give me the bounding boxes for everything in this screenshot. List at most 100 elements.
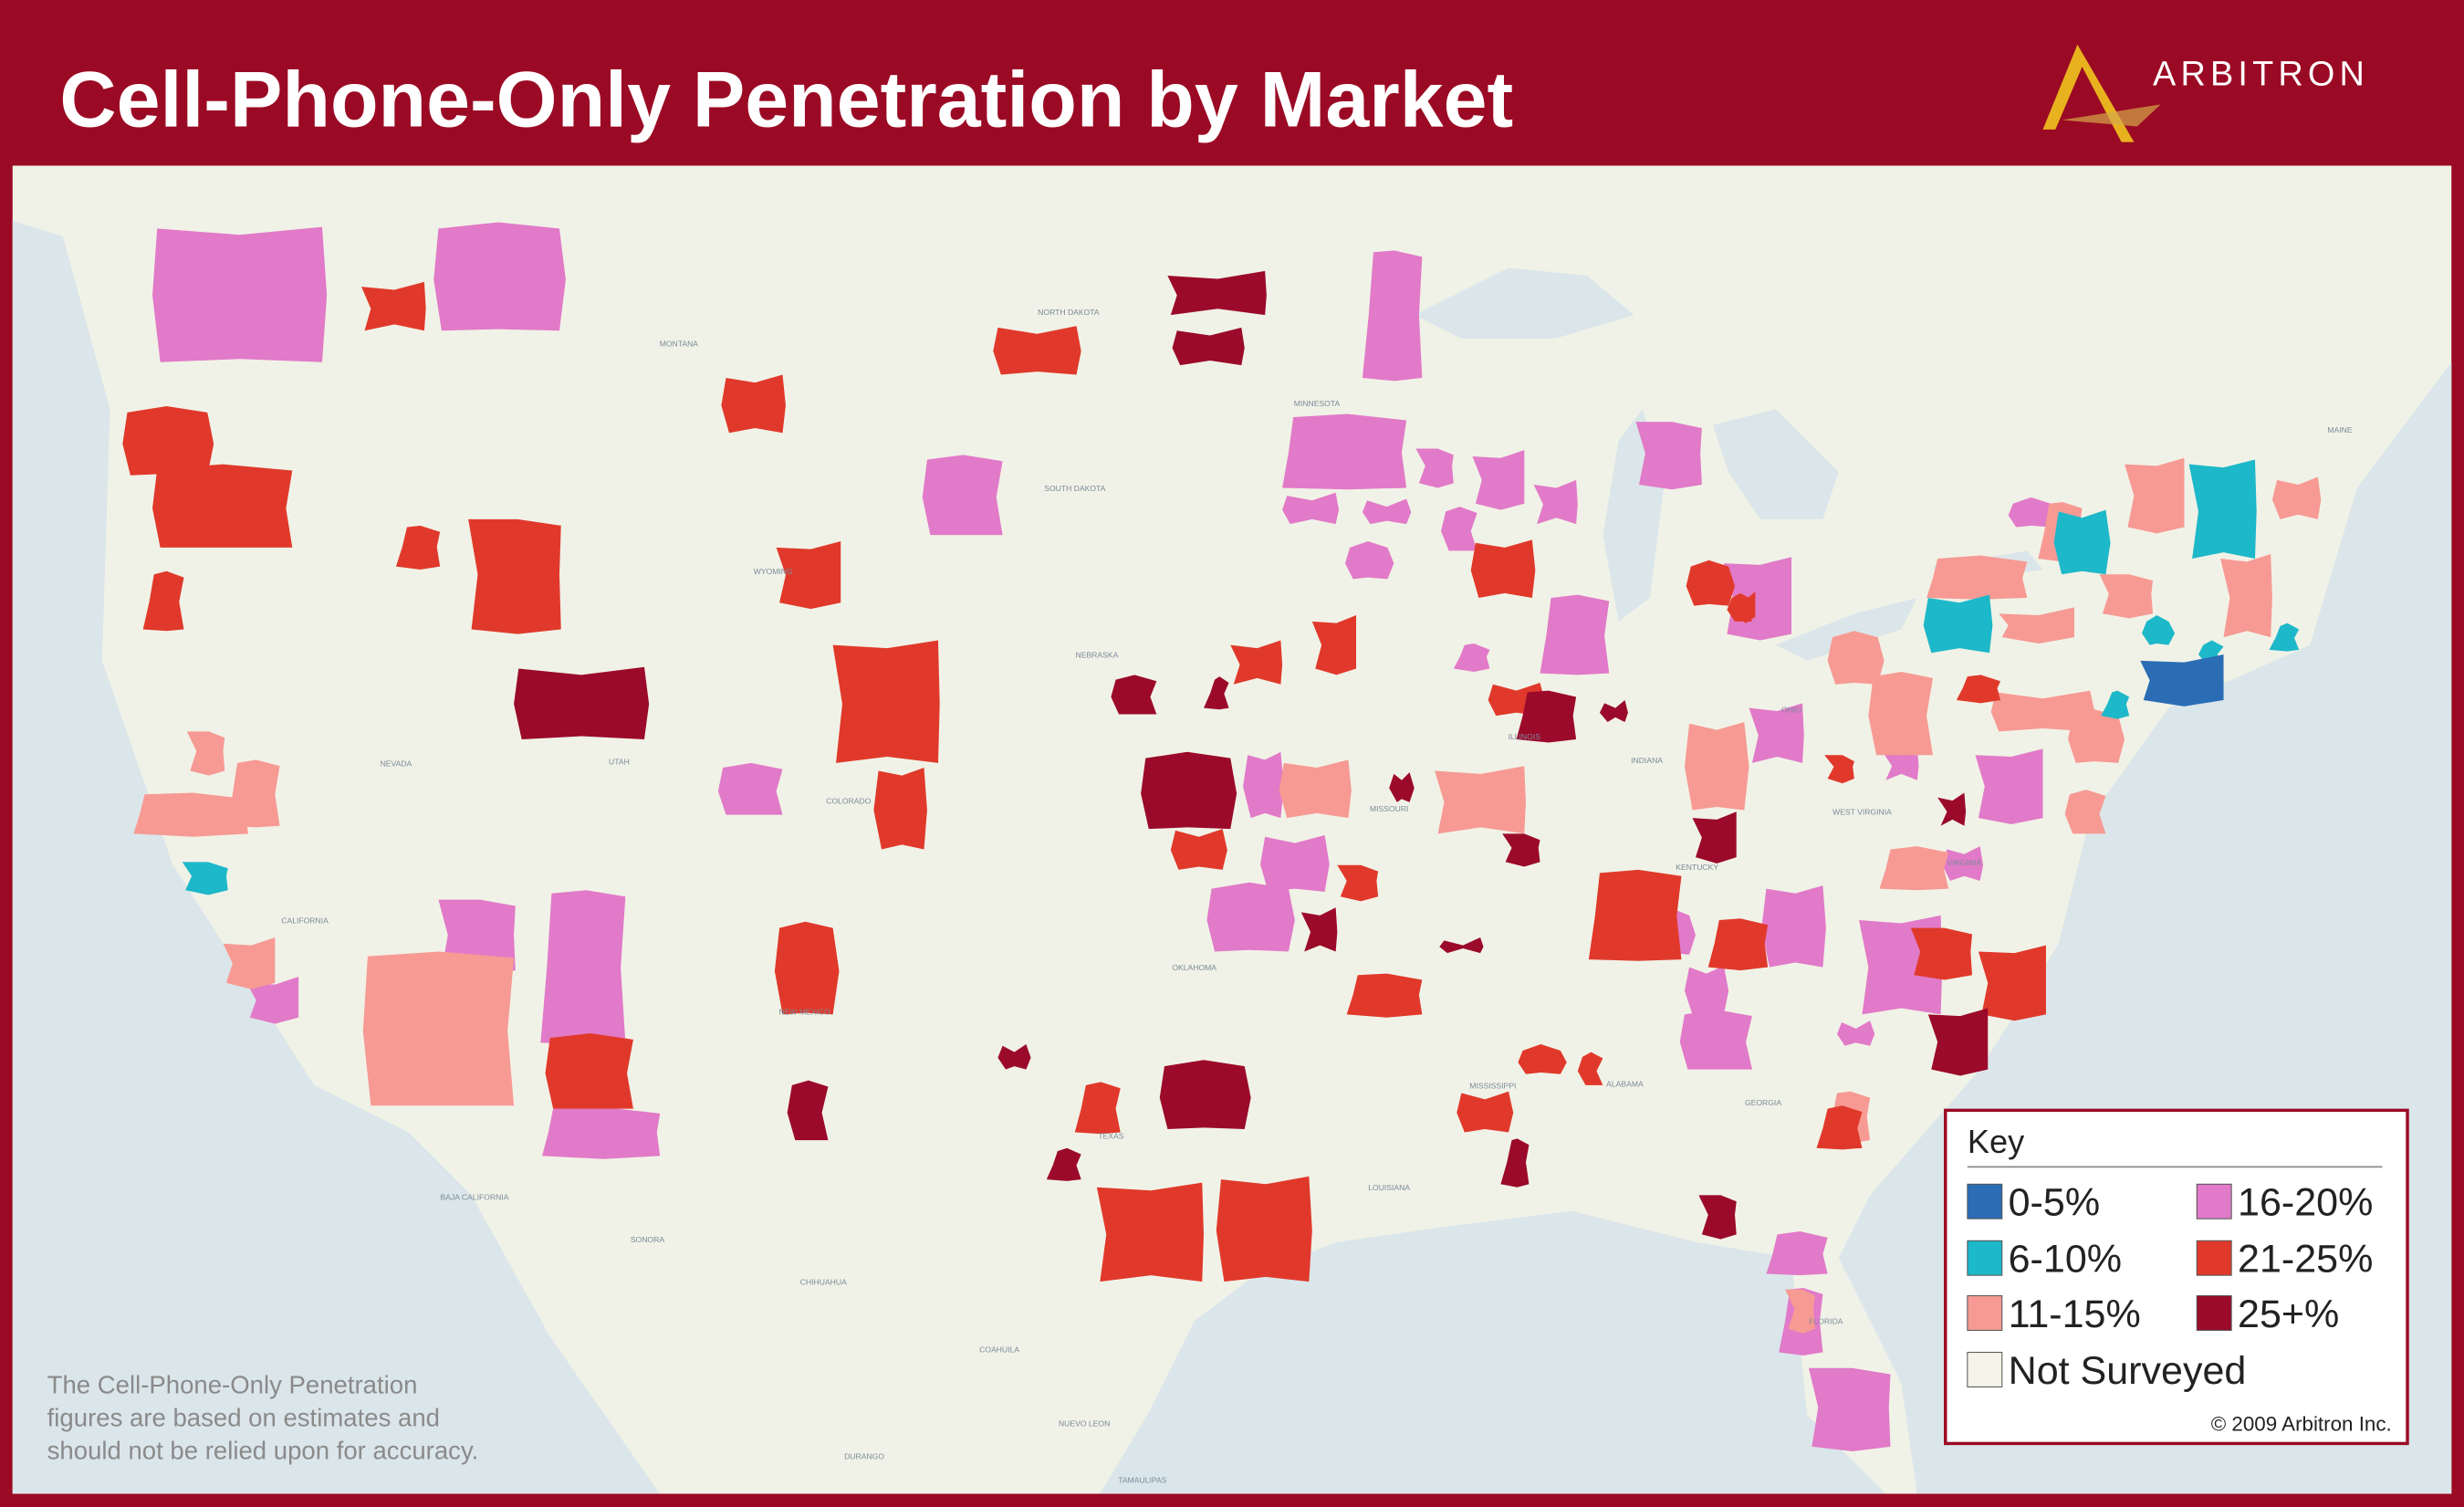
market-area [1999,607,2074,644]
market-area [362,951,515,1106]
map-label: WYOMING [754,567,793,576]
market-area [2140,654,2224,706]
market-area [774,921,840,1015]
market-area [1518,1044,1567,1074]
market-area [2053,509,2111,575]
market-area [1243,751,1284,819]
map-label: NEW MEXICO [778,1007,830,1016]
map-label: COLORADO [826,797,871,806]
market-area [540,890,626,1045]
market-area [1882,747,1919,780]
map-label: MAINE [2327,425,2352,434]
legend: Key © 2009 Arbitron Inc. 0-5% 6-10% 11-15%… [1944,1108,2409,1446]
legend-label: 6-10% [2009,1238,2122,1282]
market-area [1389,772,1415,802]
market-area [1282,492,1340,525]
market-area [1540,594,1610,675]
map-label: FLORIDA [1809,1317,1843,1326]
market-area [1942,846,1984,881]
map-label: SONORA [631,1235,665,1244]
lake [1712,409,1839,519]
map-labels: NORTH DAKOTA MONTANA MINNESOTA SOUTH DAKOTA… [281,308,2353,1484]
market-area [922,455,1003,536]
map-label: NEVADA [381,759,412,768]
market-area [1362,498,1412,525]
market-area [997,1044,1031,1070]
legend-label: 11-15% [2009,1292,2141,1336]
market-area [1635,422,1702,490]
disclaimer-line: should not be relied upon for accuracy. [47,1437,479,1465]
map-label: BAJA CALIFORNIA [441,1193,509,1202]
legend-label: 25+% [2238,1292,2339,1336]
market-area [1868,671,1933,756]
map-label: LOUISIANA [1368,1183,1410,1192]
market-area [1502,833,1540,867]
legend-title: Key [1968,1123,2024,1160]
market-area [1926,555,2028,600]
market-area [514,666,650,740]
market-area [1599,699,1628,723]
disclaimer-line: The Cell-Phone-Only Penetration [47,1370,418,1398]
map-label: WEST VIRGINIA [1832,808,1892,817]
market-area [717,762,783,815]
market-area [1978,945,2046,1021]
market-area [1707,918,1769,971]
map-label: MISSISSIPPI [1469,1081,1516,1090]
legend-swatch [2196,1240,2232,1276]
title: Cell-Phone-Only Penetration by Market [59,56,1513,143]
market-area [122,405,214,476]
market-area [152,226,328,362]
market-area [2008,497,2058,528]
market-area [1577,1052,1603,1085]
market-area [2068,709,2125,763]
map-label: TAMAULIPAS [1118,1475,1166,1484]
market-area [1824,755,1854,784]
map-label: INDIANA [1631,756,1663,765]
market-area [1206,882,1295,952]
legend-box [1944,1108,2409,1446]
map-label: VIRGINIA [1947,858,1982,867]
market-area [1167,270,1267,316]
map-label: CHIHUAHUA [800,1278,847,1287]
market-area [1141,751,1237,830]
market-area [1362,250,1423,382]
legend-swatch [1967,1240,2003,1276]
market-area [545,1033,633,1109]
market-area [993,326,1081,375]
market-area [1836,1020,1875,1046]
market-area [1749,703,1804,763]
lake [1775,598,1917,661]
market-area [1311,614,1357,675]
market-area [223,937,276,989]
market-area [1956,675,2001,704]
market-area [246,977,299,1024]
brand: ARBITRON [2153,56,2369,94]
market-area [1761,885,1826,968]
market-area [1686,560,1736,606]
market-area [1300,907,1338,952]
legend-swatch [2196,1295,2232,1331]
market-area [1816,1105,1863,1150]
logo: ARBITRON [2042,44,2369,142]
legend-label: 21-25% [2238,1238,2373,1282]
market-area [721,374,786,434]
market-area [1435,766,1527,834]
legend-swatch [1967,1295,2003,1331]
market-area [1204,676,1229,710]
market-area [873,767,927,850]
market-area [1785,1289,1815,1334]
map-label: NUEVO LEON [1059,1418,1110,1428]
markets [122,222,2322,1452]
pacific [12,220,661,1494]
map-label: OKLAHOMA [1172,963,1216,972]
market-area [1533,479,1578,525]
market-area [1337,864,1379,902]
market-area [1927,1008,1989,1076]
market-area [1344,541,1394,580]
market-area [1046,1147,1081,1181]
market-area [1500,1138,1530,1188]
copyright: © 2009 Arbitron Inc. [2211,1413,2392,1436]
market-area [542,1106,661,1159]
